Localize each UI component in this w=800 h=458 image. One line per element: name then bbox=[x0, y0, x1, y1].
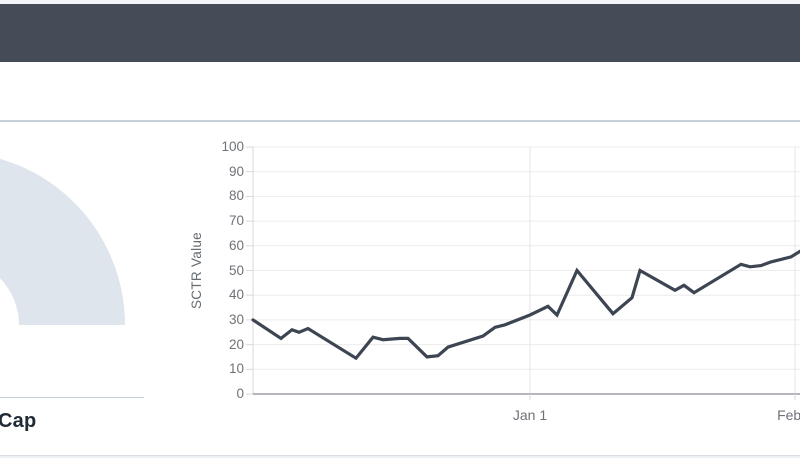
x-axis-tick-label: Feb 1 bbox=[777, 407, 800, 423]
header-divider bbox=[0, 120, 800, 122]
x-axis-tick-label: Jan 1 bbox=[512, 407, 548, 423]
bottom-strip bbox=[0, 455, 800, 458]
y-axis-tick-label: 30 bbox=[228, 311, 244, 327]
sctr-line-chart: SCTR Value 0 10 20 30 40 50 60 70 80 90 100 Jan 1 Fe… bbox=[189, 139, 800, 423]
content-area: Cap SCTR Value 0 10 20 30 40 50 60 70 80 90 100 Jan… bbox=[0, 122, 800, 455]
y-axis-tick-label: 100 bbox=[221, 139, 244, 154]
y-axis-tick-label: 0 bbox=[236, 386, 244, 401]
y-axis-tick-label: 90 bbox=[228, 163, 244, 179]
y-axis-title: SCTR Value bbox=[189, 231, 204, 310]
y-axis-tick-label: 50 bbox=[228, 262, 244, 278]
sctr-series-line bbox=[251, 249, 800, 361]
y-axis-tick-label: 80 bbox=[228, 188, 244, 204]
y-axis-tick-label: 70 bbox=[228, 213, 244, 229]
gauge-chart bbox=[0, 122, 160, 332]
y-axis-tick-label: 20 bbox=[228, 336, 244, 352]
left-section-divider bbox=[0, 397, 144, 398]
gauge-arc bbox=[0, 158, 125, 325]
y-axis-tick-label: 10 bbox=[228, 361, 244, 377]
section-title: Cap bbox=[0, 410, 37, 432]
app-header-bar bbox=[0, 4, 800, 62]
top-strip bbox=[0, 0, 800, 4]
y-axis-tick-label: 40 bbox=[228, 287, 244, 303]
y-axis-tick-label: 60 bbox=[228, 237, 244, 253]
